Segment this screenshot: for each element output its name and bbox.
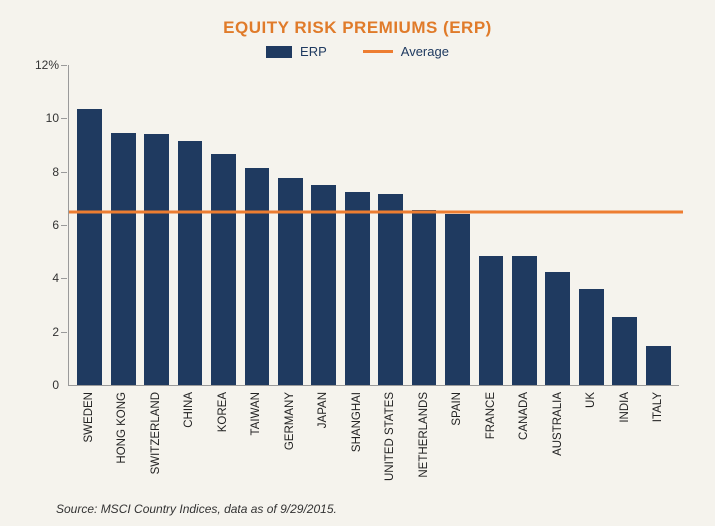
x-label-slot: INDIA (608, 386, 642, 496)
x-label: UNITED STATES (384, 392, 396, 481)
y-tick (61, 332, 67, 333)
bar-slot (140, 65, 173, 385)
x-label: AUSTRALIA (552, 392, 564, 456)
y-tick-label: 12% (35, 58, 59, 72)
bar-slot (173, 65, 206, 385)
x-label: ITALY (652, 392, 664, 422)
bar-slot (541, 65, 574, 385)
plot-area: 024681012% (68, 65, 679, 386)
legend-swatch-bar (266, 46, 292, 58)
bar-slot (73, 65, 106, 385)
bar-slot (341, 65, 374, 385)
bar (178, 141, 203, 385)
y-tick-label: 6 (52, 218, 59, 232)
x-label-slot: UNITED STATES (374, 386, 408, 496)
chart-source: Source: MSCI Country Indices, data as of… (56, 502, 337, 516)
bar-slot (407, 65, 440, 385)
y-tick-label: 4 (52, 271, 59, 285)
x-label-slot: KOREA (206, 386, 240, 496)
x-label: GERMANY (284, 392, 296, 450)
bar (412, 210, 437, 385)
bar-slot (240, 65, 273, 385)
bar (445, 214, 470, 385)
bar (245, 168, 270, 385)
average-line (69, 211, 683, 214)
x-label: UK (585, 392, 597, 408)
x-label: KOREA (217, 392, 229, 432)
x-label: CANADA (518, 392, 530, 440)
x-label-slot: FRANCE (474, 386, 508, 496)
y-tick-label: 10 (46, 111, 59, 125)
bar (479, 256, 504, 385)
bar (579, 289, 604, 385)
x-label-slot: NETHERLANDS (407, 386, 441, 496)
x-label: SWEDEN (83, 392, 95, 442)
x-label-slot: SPAIN (441, 386, 475, 496)
x-label-slot: JAPAN (307, 386, 341, 496)
x-label-slot: SHANGHAI (340, 386, 374, 496)
x-label: SWITZERLAND (150, 392, 162, 474)
x-label-slot: CANADA (508, 386, 542, 496)
x-label: HONG KONG (116, 392, 128, 464)
bar (77, 109, 102, 385)
bar-slot (608, 65, 641, 385)
bar-slot (508, 65, 541, 385)
chart-container: EQUITY RISK PREMIUMS (ERP) ERP Average 0… (0, 0, 715, 526)
bar (144, 134, 169, 385)
x-label-slot: CHINA (173, 386, 207, 496)
legend-item-average: Average (363, 44, 449, 59)
bar-slot (441, 65, 474, 385)
y-tick (61, 278, 67, 279)
x-label-slot: ITALY (642, 386, 676, 496)
chart-title: EQUITY RISK PREMIUMS (ERP) (28, 18, 687, 38)
bar (345, 192, 370, 385)
bars-layer (69, 65, 679, 385)
x-label-slot: GERMANY (273, 386, 307, 496)
x-label: NETHERLANDS (418, 392, 430, 478)
x-label-slot: SWITZERLAND (139, 386, 173, 496)
x-label: INDIA (619, 392, 631, 423)
y-tick-label: 0 (52, 378, 59, 392)
bar-slot (106, 65, 139, 385)
x-label-slot: HONG KONG (106, 386, 140, 496)
legend: ERP Average (28, 44, 687, 59)
x-label: TAIWAN (250, 392, 262, 435)
y-tick (61, 118, 67, 119)
bar (311, 185, 336, 385)
x-label: SHANGHAI (351, 392, 363, 452)
bar-slot (641, 65, 674, 385)
bar-slot (307, 65, 340, 385)
bar (378, 194, 403, 385)
bar-slot (207, 65, 240, 385)
legend-label-average: Average (401, 44, 449, 59)
bar (111, 133, 136, 385)
legend-label-erp: ERP (300, 44, 327, 59)
y-tick (61, 172, 67, 173)
bar (545, 272, 570, 385)
x-label-slot: AUSTRALIA (541, 386, 575, 496)
legend-swatch-line (363, 50, 393, 53)
y-tick (61, 225, 67, 226)
x-axis-labels: SWEDEN HONG KONG SWITZERLAND CHINA KOREA TAIW… (68, 386, 679, 496)
y-tick-label: 2 (52, 325, 59, 339)
legend-item-erp: ERP (266, 44, 327, 59)
y-tick (61, 65, 67, 66)
x-label: SPAIN (451, 392, 463, 426)
x-label-slot: SWEDEN (72, 386, 106, 496)
bar-slot (274, 65, 307, 385)
x-label: JAPAN (317, 392, 329, 428)
x-label-slot: TAIWAN (240, 386, 274, 496)
y-tick-label: 8 (52, 165, 59, 179)
bar (512, 256, 537, 385)
x-label-slot: UK (575, 386, 609, 496)
x-label: CHINA (183, 392, 195, 428)
bar-slot (374, 65, 407, 385)
bar (211, 154, 236, 385)
bar (646, 346, 671, 385)
bar-slot (474, 65, 507, 385)
bar-slot (575, 65, 608, 385)
bar (278, 178, 303, 385)
x-label: FRANCE (485, 392, 497, 439)
bar (612, 317, 637, 385)
